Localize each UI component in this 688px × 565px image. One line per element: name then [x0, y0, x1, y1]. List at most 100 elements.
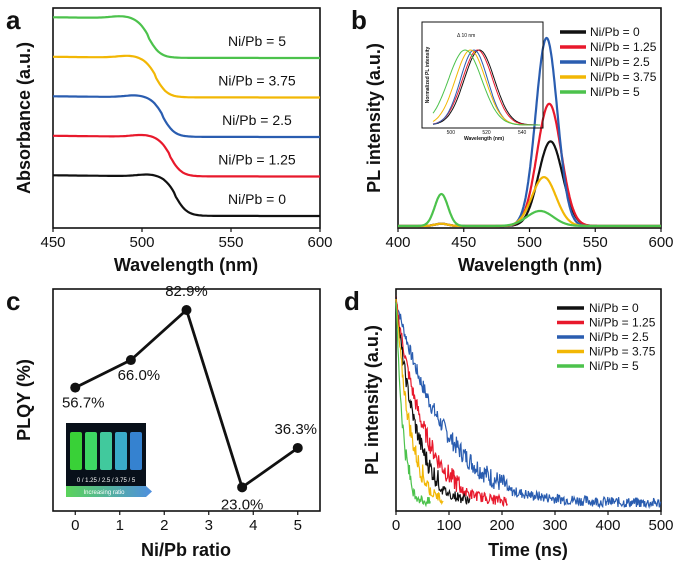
plqy-point — [181, 305, 192, 316]
panel-c-x-ticks: 0 1 2 3 4 5 — [71, 511, 302, 534]
panel-a-tick-label: 600 — [307, 234, 332, 251]
panel-c-series: 56.7% 66.0% 82.9% 23.0% 36.3% — [62, 283, 317, 513]
panel-d-x-label: Time (ns) — [488, 540, 568, 560]
panel-a-x-label: Wavelength (nm) — [114, 255, 258, 275]
photo-ratio-labels: 0 / 1.25 / 2.5 / 3.75 / 5 — [77, 478, 136, 484]
panel-a-y-label: Absorbance (a.u.) — [14, 42, 34, 194]
series-line-ni-pb-5 — [398, 192, 661, 228]
panel-c-tick-label: 2 — [160, 517, 168, 534]
legend-label-ni-pb-3-75: Ni/Pb = 3.75 — [590, 70, 657, 84]
legend-label-ni-pb-0: Ni/Pb = 0 — [590, 25, 640, 39]
panel-b-tick-label: 400 — [385, 234, 410, 251]
panel-c-inset-photo: 0 / 1.25 / 2.5 / 3.75 / 5 Increasing rat… — [66, 423, 152, 497]
panel-d-tick-label: 100 — [436, 517, 461, 534]
photo-vial — [85, 432, 97, 470]
panel-c-tick-label: 1 — [116, 517, 124, 534]
panel-d-tick-label: 300 — [542, 517, 567, 534]
decay-line-ni-pb-0 — [395, 296, 471, 505]
photo-gradient-arrow — [66, 486, 152, 497]
plqy-data-label: 82.9% — [165, 283, 208, 300]
panel-a-tick-label: 500 — [129, 234, 154, 251]
panel-d-tick-label: 500 — [648, 517, 673, 534]
panel-b-x-label: Wavelength (nm) — [458, 255, 602, 275]
legend-label-ni-pb-0: Ni/Pb = 0 — [589, 301, 639, 315]
series-label-ni-pb-0: Ni/Pb = 0 — [228, 191, 286, 207]
panel-c-letter: c — [6, 286, 20, 316]
panel-b-y-label: PL intensity (a.u.) — [364, 43, 384, 193]
panel-a-tick-label: 450 — [40, 234, 65, 251]
plqy-data-label: 36.3% — [274, 421, 317, 438]
panel-b-tick-label: 550 — [583, 234, 608, 251]
legend-label-ni-pb-2-5: Ni/Pb = 2.5 — [590, 55, 650, 69]
panel-b-inset: 500 520 540 Δ 10 nm Wavelength (nm) Normal… — [421, 21, 544, 142]
panel-a-series — [53, 15, 320, 218]
plqy-point — [70, 382, 81, 393]
plqy-point — [237, 482, 248, 493]
photo-vials — [70, 432, 142, 470]
panel-a-x-ticks: 450 500 550 600 — [40, 228, 333, 251]
series-label-ni-pb-2-5: Ni/Pb = 2.5 — [222, 112, 292, 128]
panel-b-inset-x-label: Wavelength (nm) — [464, 136, 504, 142]
panel-d-tick-label: 400 — [595, 517, 620, 534]
panel-d-tick-label: 200 — [489, 517, 514, 534]
panel-a-frame — [52, 7, 321, 229]
panel-c: c 0 / 1.25 / 2.5 / 3.75 / 5 Increasing r… — [6, 283, 321, 560]
panel-c-tick-label: 5 — [294, 517, 302, 534]
decay-line-ni-pb-2-5 — [395, 299, 662, 510]
series-label-ni-pb-5: Ni/Pb = 5 — [228, 33, 286, 49]
series-line-ni-pb-1-25 — [53, 133, 320, 178]
panel-b-inset-x-ticks: 500 520 540 — [447, 130, 527, 136]
legend-label-ni-pb-3-75: Ni/Pb = 3.75 — [589, 345, 656, 359]
panel-b-inset-series — [432, 49, 540, 126]
plqy-data-label: 66.0% — [118, 367, 161, 384]
plqy-point — [125, 355, 136, 366]
panel-c-tick-label: 0 — [71, 517, 79, 534]
panel-d-series — [395, 295, 662, 510]
decay-line-ni-pb-1-25 — [395, 295, 508, 508]
panel-d-x-ticks: 0 100 200 300 400 500 — [392, 511, 674, 534]
panel-c-x-label: Ni/Pb ratio — [141, 540, 231, 560]
series-line-ni-pb-0 — [398, 140, 661, 228]
panel-a-series-labels: Ni/Pb = 0 Ni/Pb = 1.25 Ni/Pb = 2.5 Ni/Pb = … — [218, 33, 296, 207]
panel-a-tick-label: 550 — [218, 234, 243, 251]
photo-arrow-label: Increasing ratio — [83, 490, 125, 496]
inset-line-ni-pb-1-25 — [432, 49, 540, 126]
legend-label-ni-pb-5: Ni/Pb = 5 — [589, 359, 639, 373]
series-line-ni-pb-3-75 — [53, 54, 320, 99]
photo-vial — [130, 432, 142, 470]
panel-d-frame — [395, 288, 662, 512]
inset-tick-label: 520 — [482, 130, 491, 136]
panel-c-y-label: PLQY (%) — [14, 359, 34, 441]
series-label-ni-pb-1-25: Ni/Pb = 1.25 — [218, 152, 296, 168]
series-line-ni-pb-2-5 — [53, 94, 320, 139]
legend-label-ni-pb-5: Ni/Pb = 5 — [590, 85, 640, 99]
legend-label-ni-pb-1-25: Ni/Pb = 1.25 — [590, 40, 657, 54]
decay-line-ni-pb-5 — [395, 302, 431, 508]
panel-b-tick-label: 500 — [517, 234, 542, 251]
panel-b-tick-label: 450 — [451, 234, 476, 251]
plqy-data-label: 56.7% — [62, 395, 105, 412]
panel-c-frame — [52, 288, 321, 512]
decay-line-ni-pb-3-75 — [395, 298, 444, 506]
panel-b-series — [398, 36, 661, 228]
panel-b-inset-y-label: Normalized PL intensity — [425, 46, 431, 103]
panel-b-inset-annotation: Δ 10 nm — [457, 33, 475, 39]
panel-c-tick-label: 3 — [205, 517, 213, 534]
legend-label-ni-pb-1-25: Ni/Pb = 1.25 — [589, 316, 656, 330]
panel-b-x-ticks: 400 450 500 550 600 — [385, 228, 674, 251]
photo-vial — [70, 432, 82, 470]
panel-b-inset-frame — [421, 21, 544, 129]
photo-vial — [100, 432, 112, 470]
panel-d-letter: d — [344, 286, 360, 316]
inset-line-ni-pb-5 — [432, 49, 540, 126]
inset-tick-label: 540 — [518, 130, 527, 136]
panel-b-letter: b — [351, 5, 367, 35]
panel-c-tick-label: 4 — [249, 517, 257, 534]
panel-a-letter: a — [6, 5, 21, 35]
panel-d-tick-label: 0 — [392, 517, 400, 534]
